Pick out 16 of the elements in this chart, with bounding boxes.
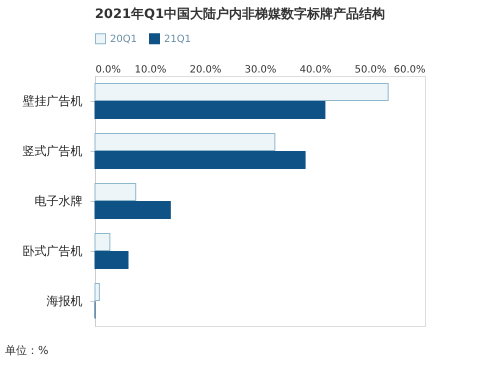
- legend-label: 20Q1: [110, 34, 137, 45]
- y-tick-label: 卧式广告机: [22, 244, 82, 258]
- chart-title: 2021年Q1中国大陆户内非梯媒数字标牌产品结构: [94, 6, 386, 22]
- x-tick-label: 30.0%: [244, 64, 276, 76]
- x-tick-label: 50.0%: [354, 64, 386, 76]
- legend-label: 21Q1: [164, 34, 191, 45]
- y-tick-label: 竖式广告机: [22, 144, 82, 158]
- x-tick-label: 10.0%: [134, 64, 166, 76]
- text: 单位：%: [5, 344, 48, 357]
- x-tick-label: 60.0%: [394, 64, 426, 76]
- x-tick-label: 0.0%: [96, 64, 121, 76]
- y-tick-label: 壁挂广告机: [22, 94, 82, 108]
- x-tick-label: 40.0%: [300, 64, 332, 76]
- y-tick-label: 海报机: [46, 294, 82, 308]
- x-tick-label: 20.0%: [190, 64, 222, 76]
- y-tick-label: 电子水牌: [34, 194, 82, 208]
